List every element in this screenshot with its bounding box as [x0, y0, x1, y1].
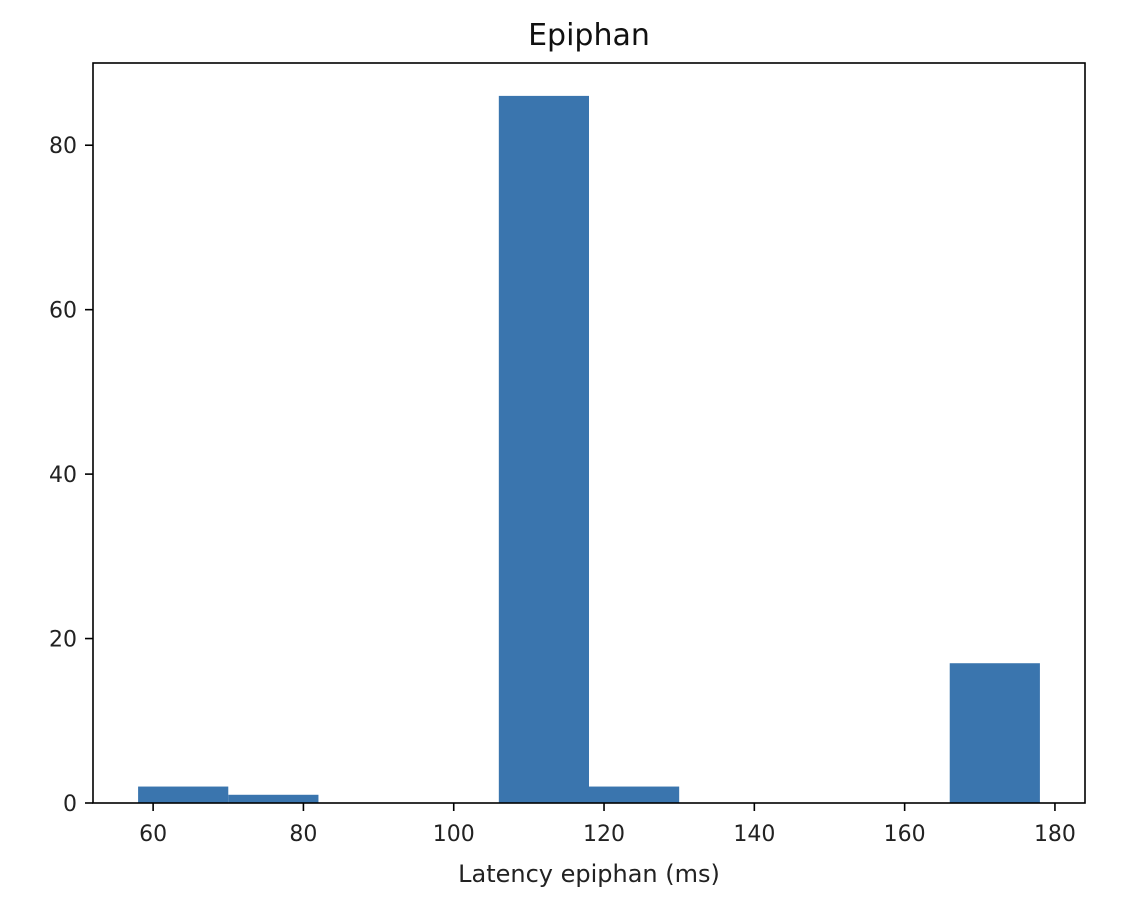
bars-group — [138, 95, 1040, 803]
histogram-bar — [949, 663, 1040, 803]
x-tick-label: 80 — [289, 822, 317, 847]
x-tick-label: 100 — [433, 822, 475, 847]
y-tick-label: 0 — [63, 792, 77, 817]
plot-frame — [92, 62, 1086, 804]
x-tick-label: 160 — [884, 822, 926, 847]
x-axis-label: Latency epiphan (ms) — [458, 860, 720, 888]
y-tick-label: 20 — [49, 628, 77, 653]
x-axis: 60 80 100 120 140 160 180 — [139, 803, 1076, 847]
x-tick-label: 140 — [733, 822, 775, 847]
y-axis: 0 20 40 60 80 — [49, 134, 93, 817]
histogram-bar — [589, 786, 680, 803]
histogram-bar — [138, 786, 229, 803]
y-tick-label: 40 — [49, 463, 77, 488]
x-tick-label: 120 — [583, 822, 625, 847]
chart-title: Epiphan — [528, 18, 650, 53]
y-tick-label: 80 — [49, 134, 77, 159]
x-tick-label: 180 — [1034, 822, 1076, 847]
x-tick-label: 60 — [139, 822, 167, 847]
histogram-bar — [228, 794, 319, 803]
histogram-bar — [498, 95, 589, 803]
y-tick-label: 60 — [49, 299, 77, 324]
